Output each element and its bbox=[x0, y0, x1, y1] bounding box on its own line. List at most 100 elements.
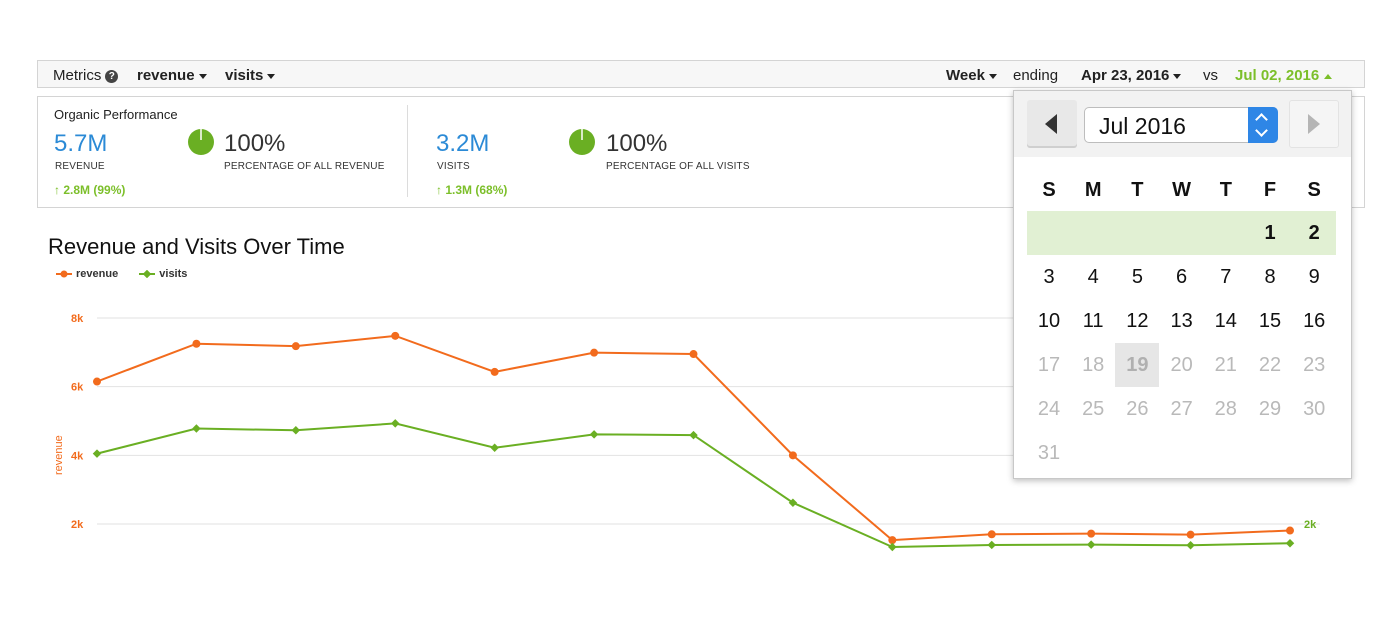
legend-item-visits[interactable]: visits bbox=[139, 268, 187, 280]
weekday-label: T bbox=[1219, 179, 1232, 201]
chevron-down-icon bbox=[988, 73, 997, 79]
panel-title: Organic Performance bbox=[54, 107, 178, 122]
visits-share-value: 100% bbox=[606, 130, 668, 157]
data-point-revenue bbox=[689, 350, 698, 359]
data-point-visits bbox=[1086, 540, 1096, 549]
ending-label: ending bbox=[1013, 67, 1059, 84]
data-point-visits bbox=[888, 542, 897, 552]
data-point-visits bbox=[589, 430, 599, 439]
calendar-day[interactable]: 12 bbox=[1126, 310, 1149, 332]
metric-visits-dropdown[interactable]: visits bbox=[225, 67, 276, 84]
weekday-label: M bbox=[1084, 179, 1102, 201]
data-point-revenue bbox=[490, 367, 499, 376]
calendar-day[interactable]: 11 bbox=[1082, 310, 1104, 332]
data-point-revenue bbox=[93, 377, 101, 386]
calendar-week: 24 25 26 27 28 29 30 bbox=[1027, 387, 1337, 431]
month-select[interactable]: Jul 2016 bbox=[1084, 107, 1278, 143]
calendar-day[interactable]: 15 bbox=[1258, 310, 1282, 332]
calendar-day: 25 bbox=[1082, 398, 1105, 420]
weekday-label: S bbox=[1307, 179, 1321, 201]
calendar-day: 23 bbox=[1303, 354, 1326, 376]
data-point-revenue bbox=[1186, 530, 1195, 539]
calendar-body: S M T W T F S 1 2 3 4 5 6 7 8 9 10 11 12 13 14 15 16 17 18 19 20 21… bbox=[1014, 157, 1351, 478]
revenue-change: ↑ 2.8M (99%) bbox=[54, 183, 126, 197]
calendar-day[interactable]: 3 bbox=[1043, 266, 1055, 288]
calendar-day: 22 bbox=[1258, 354, 1282, 376]
compare-date-dropdown[interactable]: Jul 02, 2016 bbox=[1235, 67, 1333, 84]
legend-swatch-revenue bbox=[56, 270, 72, 278]
selected-week-highlight bbox=[1027, 211, 1336, 255]
data-point-revenue bbox=[391, 331, 400, 340]
calendar-day: 27 bbox=[1170, 398, 1193, 420]
chart-legend: revenue visits bbox=[56, 268, 205, 280]
weekday-label: F bbox=[1263, 179, 1277, 201]
period-dropdown[interactable]: Week bbox=[946, 67, 997, 84]
data-point-revenue bbox=[291, 342, 300, 351]
next-month-button[interactable] bbox=[1289, 100, 1339, 148]
revenue-label: REVENUE bbox=[55, 161, 105, 172]
y-tick-label: 8k bbox=[71, 313, 84, 325]
chevron-down-icon bbox=[267, 73, 276, 79]
calendar-day: 28 bbox=[1214, 398, 1237, 420]
calendar-day[interactable]: 8 bbox=[1264, 266, 1276, 288]
metrics-label: Metrics? bbox=[53, 67, 119, 84]
calendar-day[interactable]: 1 bbox=[1264, 222, 1276, 244]
data-point-revenue bbox=[1087, 529, 1096, 538]
y-tick-label: 6k bbox=[71, 382, 84, 394]
visits-change: ↑ 1.3M (68%) bbox=[436, 183, 508, 197]
calendar-day: 21 bbox=[1214, 354, 1237, 376]
data-point-visits bbox=[987, 540, 996, 550]
calendar-day[interactable]: 4 bbox=[1087, 266, 1099, 288]
calendar-day[interactable]: 5 bbox=[1131, 266, 1143, 288]
calendar-day: 17 bbox=[1037, 354, 1061, 376]
month-select-value: Jul 2016 bbox=[1099, 113, 1186, 139]
help-icon[interactable]: ? bbox=[105, 70, 119, 83]
select-arrows-icon bbox=[1248, 107, 1278, 143]
data-point-revenue bbox=[888, 536, 897, 545]
arrow-up-icon: ↑ bbox=[436, 183, 442, 197]
calendar-day: 31 bbox=[1037, 442, 1061, 464]
data-point-visits bbox=[92, 449, 102, 458]
calendar-day: 30 bbox=[1303, 398, 1326, 420]
calendar-day: 18 bbox=[1082, 354, 1105, 376]
calendar-day[interactable]: 2 bbox=[1308, 222, 1320, 244]
visits-label: VISITS bbox=[437, 161, 470, 172]
legend-item-revenue[interactable]: revenue bbox=[56, 268, 118, 280]
calendar-grid: S M T W T F S 1 2 3 4 5 6 7 8 9 10 11 12 13 14 15 16 17 18 19 20 21… bbox=[1027, 157, 1337, 475]
chart-title: Revenue and Visits Over Time bbox=[48, 234, 345, 259]
divider bbox=[407, 105, 408, 197]
data-point-visits bbox=[689, 430, 698, 440]
weekday-label: S bbox=[1042, 179, 1056, 201]
revenue-value: 5.7M bbox=[54, 130, 108, 157]
end-date-dropdown[interactable]: Apr 23, 2016 bbox=[1081, 67, 1182, 84]
visits-share-label: PERCENTAGE OF ALL VISITS bbox=[606, 161, 750, 172]
calendar-day: 24 bbox=[1037, 398, 1061, 420]
revenue-share-label: PERCENTAGE OF ALL REVENUE bbox=[224, 161, 385, 172]
data-point-visits bbox=[192, 424, 201, 433]
calendar-day[interactable]: 10 bbox=[1037, 310, 1061, 332]
y-tick-label-right: 2k bbox=[1304, 519, 1317, 531]
calendar-day[interactable]: 14 bbox=[1214, 310, 1237, 332]
visits-value: 3.2M bbox=[436, 130, 490, 157]
data-point-revenue bbox=[788, 451, 797, 460]
data-point-visits bbox=[291, 426, 301, 435]
calendar-day[interactable]: 16 bbox=[1303, 310, 1326, 332]
metric-revenue-dropdown[interactable]: revenue bbox=[137, 67, 207, 84]
calendar-week: 3 4 5 6 7 8 9 bbox=[1027, 255, 1337, 299]
metrics-toolbar: Metrics? revenue visits Week ending Apr … bbox=[37, 60, 1365, 88]
calendar-day[interactable]: 9 bbox=[1308, 266, 1320, 288]
calendar-day[interactable]: 6 bbox=[1176, 266, 1188, 288]
data-point-visits bbox=[391, 419, 400, 428]
calendar-day[interactable]: 7 bbox=[1220, 266, 1232, 288]
data-point-revenue bbox=[590, 348, 599, 357]
chevron-down-icon bbox=[1173, 73, 1182, 79]
y-tick-label: 2k bbox=[71, 519, 84, 531]
calendar-week: 10 11 12 13 14 15 16 bbox=[1027, 299, 1337, 343]
calendar-day: 20 bbox=[1170, 354, 1193, 376]
calendar-day[interactable]: 13 bbox=[1170, 310, 1193, 332]
chevron-up-icon bbox=[1324, 73, 1333, 79]
weekday-label: W bbox=[1172, 179, 1192, 201]
prev-month-button[interactable] bbox=[1027, 100, 1077, 148]
